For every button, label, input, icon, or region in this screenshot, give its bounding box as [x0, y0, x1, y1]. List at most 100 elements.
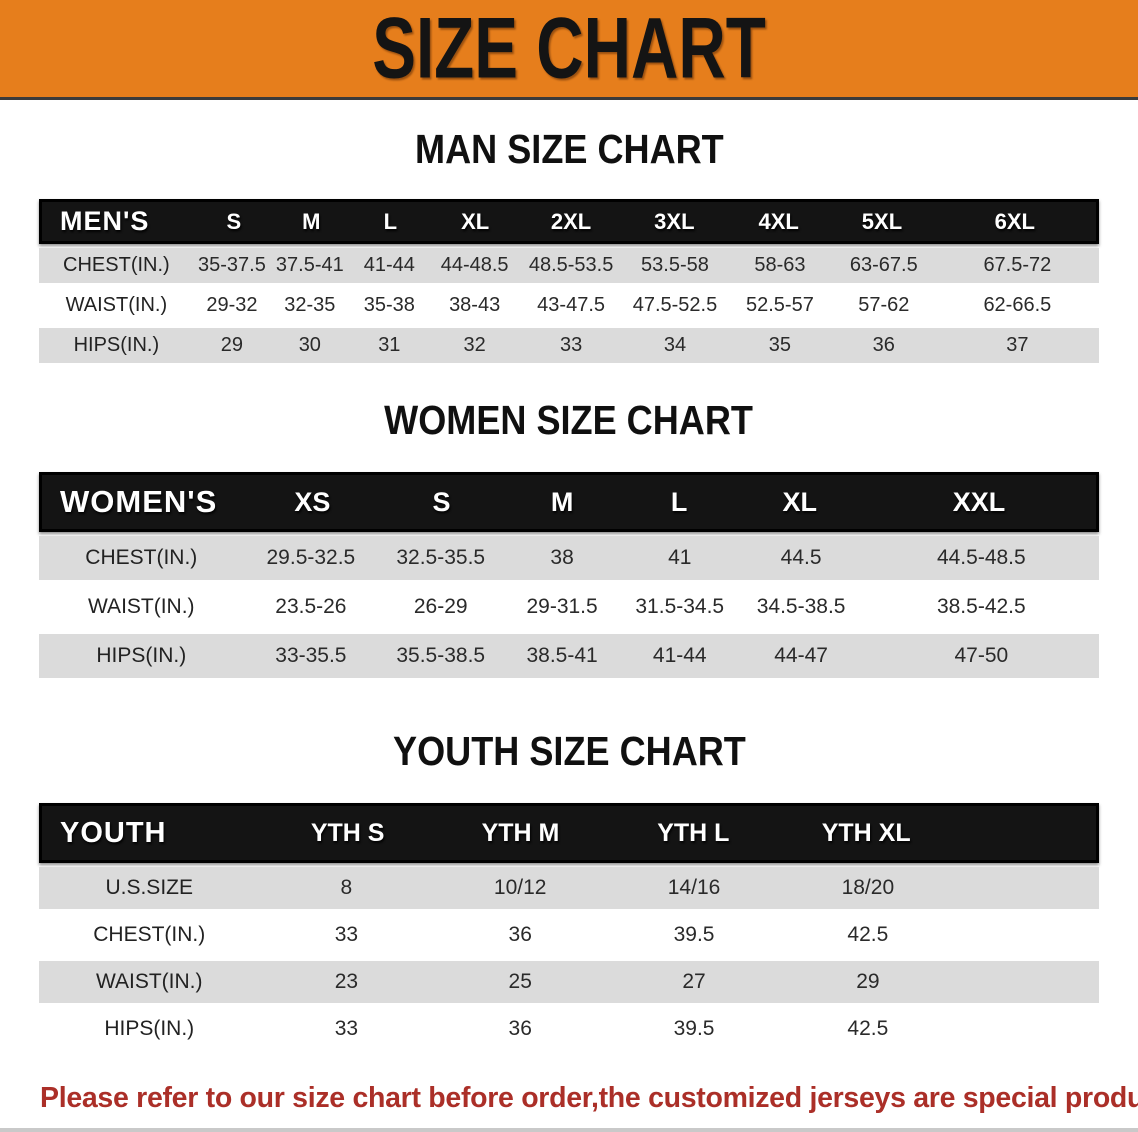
men-value-cell-1: 32-35	[284, 294, 336, 316]
men-value-cell-0: 29-32	[206, 294, 258, 316]
men-column-header-4: 2XL	[550, 208, 592, 234]
men-value-cell-2: 35-38	[363, 294, 415, 316]
men-value-cell-8: 67.5-72	[983, 254, 1052, 276]
women-value-cell-0: 23.5-26	[275, 595, 347, 618]
youth-table-label: YOUTH	[60, 816, 167, 849]
men-row-label: CHEST(IN.)	[63, 254, 170, 276]
women-value-cell-0: 29.5-32.5	[266, 546, 356, 569]
men-value-cell-4: 48.5-53.5	[528, 254, 614, 276]
women-column-header-3: L	[670, 486, 688, 517]
men-value-cell-3: 44-48.5	[440, 254, 509, 276]
youth-value-cell-1: 36	[508, 1017, 532, 1040]
men-size-table: MEN'S S M L XL 2XL 3XL 4XL 5XL 6XL CHEST(IN.) 35-37…	[39, 199, 1099, 363]
women-column-header-4: XL	[782, 486, 818, 517]
men-value-cell-7: 57-62	[858, 294, 910, 316]
men-column-header-0: S	[226, 208, 242, 234]
size-chart-banner: SIZE CHART	[0, 0, 1138, 100]
banner-title: SIZE CHART	[372, 0, 766, 96]
men-column-header-2: L	[383, 208, 398, 234]
women-value-cell-4: 34.5-38.5	[756, 595, 846, 618]
men-value-cell-5: 53.5-58	[641, 254, 709, 276]
youth-section-heading-text: YOUTH SIZE CHART	[392, 728, 746, 774]
men-value-cell-5: 47.5-52.5	[632, 294, 718, 316]
men-value-cell-0: 35-37.5	[197, 254, 266, 276]
women-value-cell-1: 32.5-35.5	[396, 546, 486, 569]
youth-value-cell-0: 23	[334, 970, 359, 993]
women-value-cell-3: 31.5-34.5	[635, 595, 725, 618]
disclaimer-text: Please refer to our size chart before or…	[40, 1076, 1138, 1132]
women-value-cell-5: 38.5-42.5	[936, 595, 1026, 618]
men-column-header-5: 3XL	[654, 208, 695, 234]
youth-value-cell-3: 29	[856, 970, 880, 993]
women-column-header-0: XS	[294, 486, 331, 517]
men-column-header-7: 5XL	[861, 208, 903, 234]
youth-value-cell-2: 14/16	[667, 876, 721, 899]
women-value-cell-2: 38.5-41	[526, 644, 598, 667]
women-value-cell-5: 44.5-48.5	[936, 546, 1026, 569]
women-value-cell-0: 33-35.5	[275, 644, 347, 667]
women-value-cell-5: 47-50	[954, 644, 1009, 667]
men-value-cell-7: 36	[872, 334, 895, 356]
men-value-cell-4: 33	[559, 334, 583, 356]
women-table-label: WOMEN'S	[60, 484, 218, 519]
youth-value-cell-3: 18/20	[841, 876, 895, 899]
youth-value-cell-1: 36	[508, 923, 532, 946]
men-value-cell-6: 52.5-57	[745, 294, 814, 316]
men-value-cell-2: 41-44	[363, 254, 415, 276]
women-size-table: WOMEN'S XS S M L XL XXL CHEST(IN.) 29.5-32.5 32.5…	[39, 472, 1099, 678]
women-row-label: HIPS(IN.)	[96, 644, 187, 667]
youth-table-body: U.S.SIZE 8 10/12 14/16 18/20 CHEST(IN.) 33 36 39…	[39, 867, 1099, 1050]
youth-table-row: CHEST(IN.) 33 36 39.5 42.5	[39, 914, 1099, 956]
youth-table-row: WAIST(IN.) 23 25 27 29	[39, 961, 1099, 1003]
youth-section-heading: YOUTH SIZE CHART	[0, 728, 1138, 775]
man-section-heading: MAN SIZE CHART	[0, 126, 1138, 173]
women-value-cell-4: 44-47	[774, 644, 828, 667]
youth-value-cell-2: 27	[682, 970, 706, 993]
youth-table-row: U.S.SIZE 8 10/12 14/16 18/20	[39, 867, 1099, 909]
men-table-label: MEN'S	[60, 206, 150, 236]
men-value-cell-1: 30	[298, 334, 321, 356]
men-value-cell-5: 34	[663, 334, 687, 356]
youth-value-cell-2: 39.5	[673, 1017, 715, 1040]
women-row-label: CHEST(IN.)	[85, 546, 198, 569]
youth-column-header-2: YTH L	[657, 818, 730, 847]
men-value-cell-3: 38-43	[449, 294, 501, 316]
women-section-heading-text: WOMEN SIZE CHART	[384, 397, 754, 443]
bottom-edge-line	[0, 1128, 1138, 1132]
youth-value-cell-0: 8	[340, 876, 353, 899]
women-value-cell-2: 38	[550, 546, 574, 569]
men-column-header-3: XL	[461, 208, 490, 234]
youth-size-table: YOUTH YTH S YTH M YTH L YTH XL U.S.SIZE 8 10/12…	[39, 803, 1099, 1050]
youth-row-label: HIPS(IN.)	[104, 1017, 195, 1040]
youth-value-cell-3: 42.5	[847, 1017, 889, 1040]
men-column-header-8: 6XL	[994, 208, 1035, 234]
men-value-cell-4: 43-47.5	[537, 294, 606, 316]
men-value-cell-2: 31	[378, 334, 401, 356]
men-table-body: CHEST(IN.) 35-37.5 37.5-41 41-44 44-48.5 48.5…	[39, 248, 1099, 363]
women-column-header-5: XXL	[952, 486, 1006, 517]
youth-table-row: HIPS(IN.) 33 36 39.5 42.5	[39, 1008, 1099, 1050]
women-table-row: HIPS(IN.) 33-35.5 35.5-38.5 38.5-41 41-44 44-…	[39, 634, 1099, 678]
men-header-row: MEN'S S M L XL 2XL 3XL 4XL 5XL 6XL	[39, 199, 1099, 244]
youth-row-label: U.S.SIZE	[105, 876, 193, 899]
men-value-cell-6: 58-63	[754, 254, 806, 276]
youth-value-cell-3: 42.5	[847, 923, 889, 946]
youth-value-cell-1: 10/12	[493, 876, 547, 899]
youth-column-header-1: YTH M	[481, 818, 560, 847]
men-table-row: CHEST(IN.) 35-37.5 37.5-41 41-44 44-48.5 48.5…	[39, 248, 1099, 283]
men-table-row: WAIST(IN.) 29-32 32-35 35-38 38-43 43-47.5 47.…	[39, 288, 1099, 323]
women-table-row: WAIST(IN.) 23.5-26 26-29 29-31.5 31.5-34.5 34…	[39, 585, 1099, 629]
youth-value-cell-0: 33	[334, 1017, 359, 1040]
man-section-heading-text: MAN SIZE CHART	[414, 126, 724, 172]
men-value-cell-3: 32	[463, 334, 486, 356]
women-column-header-1: S	[432, 486, 451, 517]
youth-column-header-3: YTH XL	[821, 818, 911, 847]
women-table-row: CHEST(IN.) 29.5-32.5 32.5-35.5 38 41 44.5 44.5…	[39, 536, 1099, 580]
youth-row-label: WAIST(IN.)	[95, 970, 203, 993]
women-value-cell-3: 41-44	[652, 644, 707, 667]
men-value-cell-1: 37.5-41	[275, 254, 344, 276]
men-value-cell-8: 62-66.5	[983, 294, 1052, 316]
women-value-cell-1: 26-29	[413, 595, 468, 618]
youth-column-header-0: YTH S	[310, 818, 385, 847]
women-header-row: WOMEN'S XS S M L XL XXL	[39, 472, 1099, 532]
